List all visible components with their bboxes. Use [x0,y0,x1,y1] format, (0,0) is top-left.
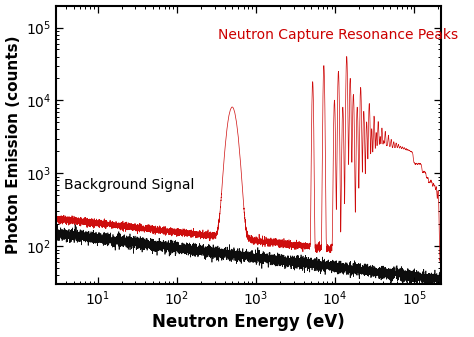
Text: Background Signal: Background Signal [64,179,194,192]
Text: Neutron Capture Resonance Peaks: Neutron Capture Resonance Peaks [218,28,458,42]
Y-axis label: Photon Emission (counts): Photon Emission (counts) [6,36,20,254]
X-axis label: Neutron Energy (eV): Neutron Energy (eV) [153,313,345,332]
